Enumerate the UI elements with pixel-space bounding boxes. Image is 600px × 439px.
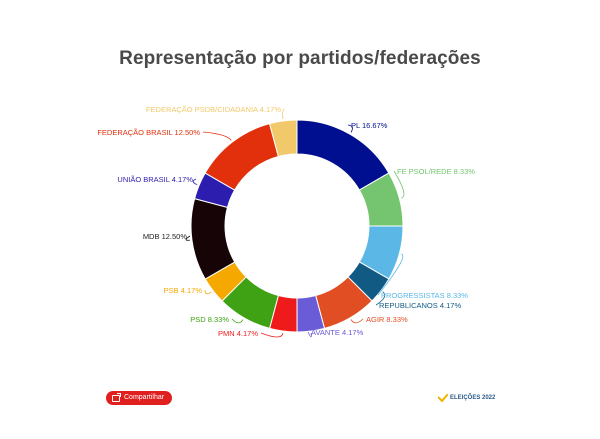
slice-label: PL 16.67% <box>351 121 388 130</box>
slice-label: PROGRESSISTAS 8.33% <box>381 291 468 300</box>
leader-line <box>350 318 364 324</box>
leader-line <box>260 332 284 338</box>
leader-line <box>204 289 212 295</box>
chart-title: Representação por partidos/federações <box>119 48 481 69</box>
slice-label: REPUBLICANOS 4.17% <box>379 301 461 310</box>
slice-federa-o-psdb-cidadania[interactable] <box>268 119 298 158</box>
slice-label: PMN 4.17% <box>218 329 258 338</box>
slice-label: PSD 8.33% <box>190 315 229 324</box>
leader-line <box>192 178 198 186</box>
leader-line <box>375 291 386 306</box>
leader-line <box>347 124 353 133</box>
leader-line <box>282 108 285 119</box>
leader-line <box>231 318 244 324</box>
leader-line <box>377 253 404 296</box>
slice-label: UNIÃO BRASIL 4.17% <box>117 175 193 184</box>
slice-label: AVANTE 4.17% <box>311 328 364 337</box>
leader-line <box>185 235 191 241</box>
leader-line <box>393 170 405 199</box>
leader-line <box>307 331 312 338</box>
slice-label: AGIR 8.33% <box>366 315 408 324</box>
slice-labels: PL 16.67% FE PSOL/REDE 8.33% PROGRESSISTAS… <box>97 105 475 338</box>
share-icon <box>112 392 121 402</box>
slice-pl[interactable] <box>296 119 390 191</box>
label-leaders <box>185 108 405 338</box>
donut-slices <box>190 119 404 333</box>
slice-label: FEDERAÇÃO BRASIL 12.50% <box>97 128 200 137</box>
elections-logo: ELEIÇÕES 2022 <box>438 391 495 405</box>
slice-label: PSB 4.17% <box>164 286 203 295</box>
leader-line <box>202 131 232 141</box>
slice-label: MDB 12.50% <box>143 232 188 241</box>
slice-label: FE PSOL/REDE 8.33% <box>397 167 475 176</box>
share-button[interactable]: Compartilhar <box>106 391 173 405</box>
check-icon <box>438 394 448 402</box>
slice-label: FEDERAÇÃO PSDB/CIDADANIA 4.17% <box>146 105 281 114</box>
brand-label: ELEIÇÕES 2022 <box>450 395 496 401</box>
share-label: Compartilhar <box>124 394 165 401</box>
